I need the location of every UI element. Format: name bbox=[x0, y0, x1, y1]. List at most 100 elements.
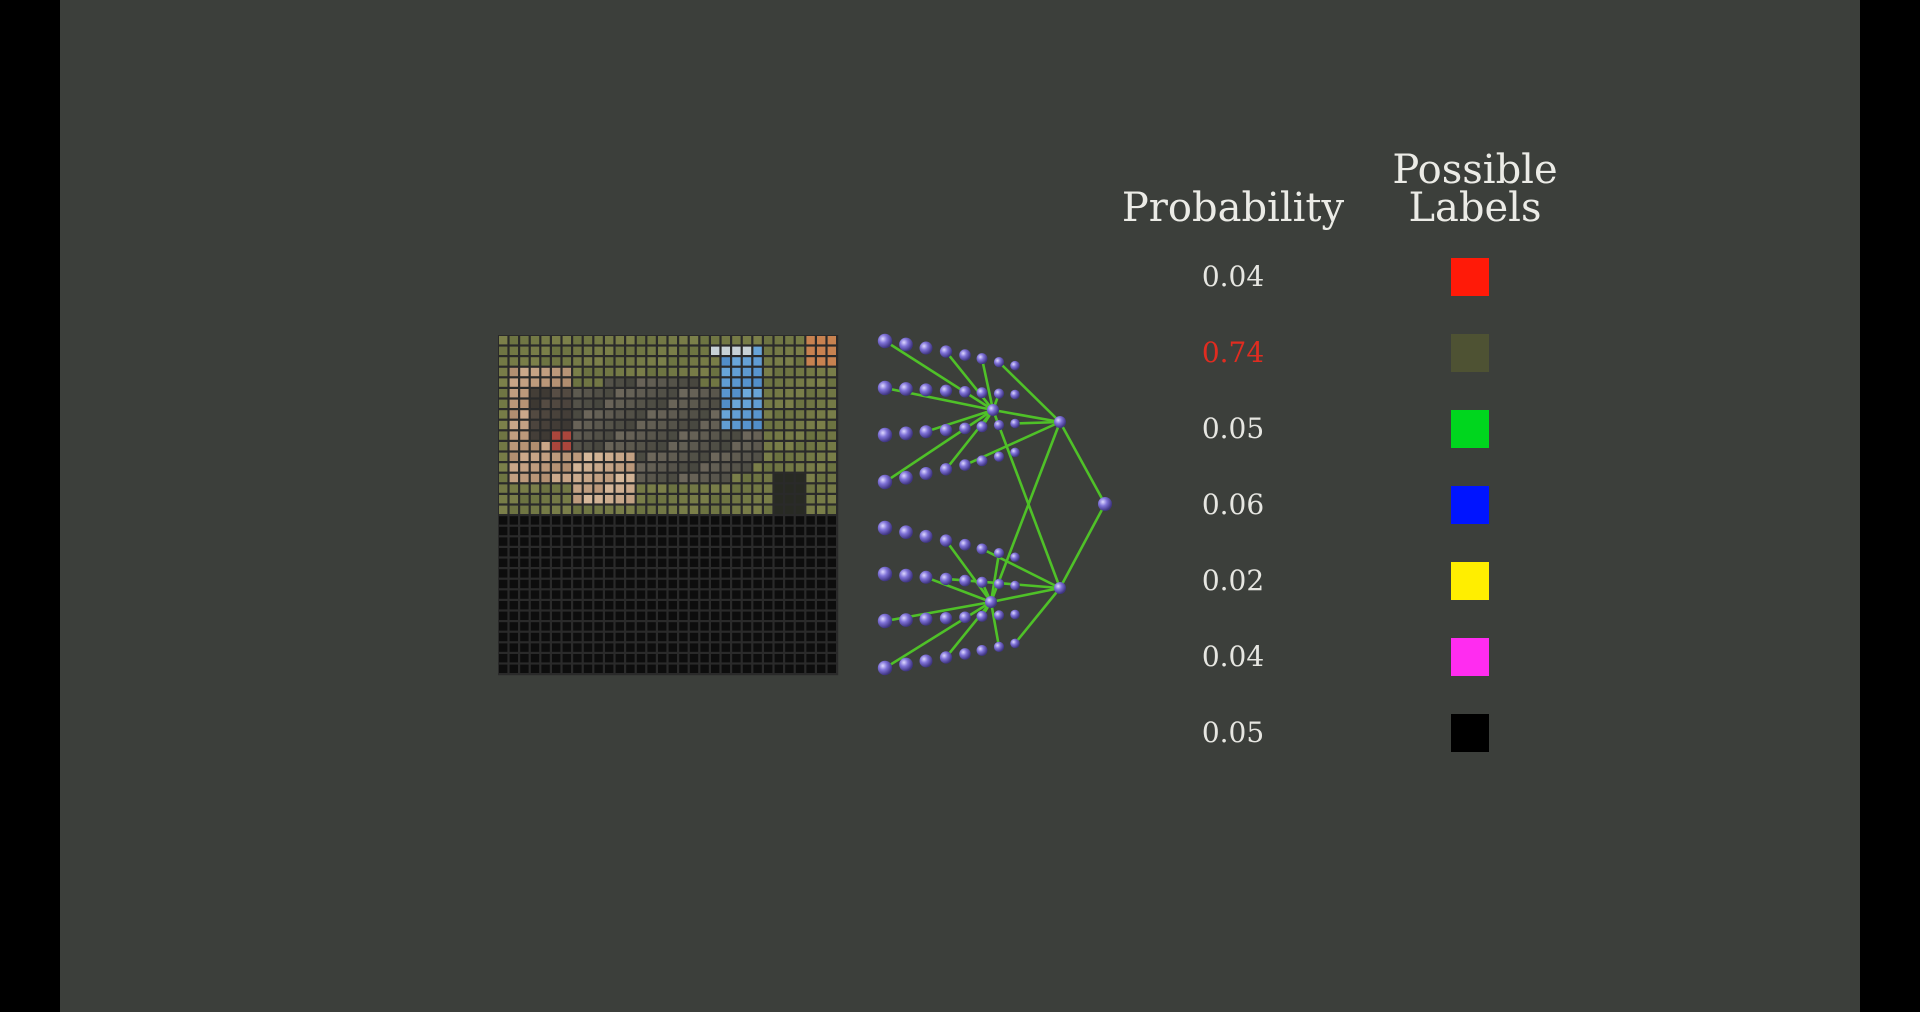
image-pixel bbox=[679, 442, 688, 451]
image-pixel bbox=[742, 579, 752, 589]
image-pixel bbox=[774, 336, 783, 345]
image-pixel bbox=[552, 526, 561, 536]
image-pixel bbox=[509, 484, 518, 493]
image-pixel bbox=[742, 346, 752, 355]
image-pixel bbox=[658, 590, 667, 599]
image-pixel bbox=[499, 601, 508, 610]
image-pixel bbox=[573, 336, 582, 345]
image-pixel bbox=[594, 410, 603, 419]
image-pixel bbox=[583, 579, 593, 589]
image-pixel bbox=[700, 654, 709, 663]
image-pixel bbox=[509, 473, 518, 483]
image-pixel bbox=[700, 601, 709, 610]
image-pixel bbox=[636, 367, 646, 377]
image-pixel bbox=[658, 654, 667, 663]
image-pixel bbox=[753, 378, 762, 387]
image-pixel bbox=[806, 569, 815, 578]
image-pixel bbox=[583, 558, 593, 567]
image-pixel bbox=[573, 569, 582, 578]
image-pixel bbox=[732, 590, 741, 599]
image-pixel bbox=[530, 336, 540, 345]
image-pixel bbox=[626, 632, 635, 642]
image-pixel bbox=[806, 495, 815, 504]
image-pixel bbox=[806, 590, 815, 599]
image-pixel bbox=[605, 601, 614, 610]
image-pixel bbox=[827, 463, 836, 472]
image-pixel bbox=[636, 484, 646, 493]
image-pixel bbox=[636, 654, 646, 663]
image-pixel bbox=[658, 537, 667, 546]
image-pixel bbox=[541, 442, 550, 451]
image-pixel bbox=[509, 442, 518, 451]
image-pixel bbox=[499, 442, 508, 451]
image-pixel bbox=[689, 611, 699, 620]
image-pixel bbox=[594, 484, 603, 493]
image-pixel bbox=[742, 632, 752, 642]
image-pixel bbox=[742, 505, 752, 514]
image-pixel bbox=[721, 357, 730, 366]
image-pixel bbox=[679, 473, 688, 483]
image-pixel bbox=[615, 558, 624, 567]
image-pixel bbox=[499, 622, 508, 631]
image-pixel bbox=[626, 357, 635, 366]
image-pixel bbox=[509, 526, 518, 536]
image-pixel bbox=[509, 569, 518, 578]
image-pixel bbox=[785, 442, 794, 451]
image-pixel bbox=[689, 463, 699, 472]
image-pixel bbox=[795, 611, 805, 620]
image-pixel bbox=[499, 484, 508, 493]
image-pixel bbox=[774, 442, 783, 451]
image-pixel bbox=[785, 632, 794, 642]
image-pixel bbox=[562, 367, 571, 377]
image-pixel bbox=[626, 526, 635, 536]
image-pixel bbox=[594, 357, 603, 366]
image-pixel bbox=[626, 664, 635, 673]
image-pixel bbox=[499, 590, 508, 599]
image-pixel bbox=[658, 505, 667, 514]
image-pixel bbox=[827, 336, 836, 345]
probability-value: 0.74 bbox=[1201, 336, 1265, 369]
image-pixel bbox=[689, 378, 699, 387]
image-pixel bbox=[541, 664, 550, 673]
image-pixel bbox=[552, 336, 561, 345]
image-pixel bbox=[626, 410, 635, 419]
image-pixel bbox=[700, 473, 709, 483]
image-pixel bbox=[520, 463, 529, 472]
image-pixel bbox=[711, 654, 720, 663]
image-pixel bbox=[700, 664, 709, 673]
image-pixel bbox=[774, 516, 783, 525]
image-pixel bbox=[626, 558, 635, 567]
image-pixel bbox=[764, 590, 773, 599]
image-pixel bbox=[711, 632, 720, 642]
image-pixel bbox=[541, 336, 550, 345]
image-pixel bbox=[668, 558, 677, 567]
probability-value: 0.04 bbox=[1201, 640, 1265, 673]
input-node bbox=[993, 451, 1005, 462]
image-pixel bbox=[615, 367, 624, 377]
image-pixel bbox=[732, 336, 741, 345]
image-pixel bbox=[806, 442, 815, 451]
image-pixel bbox=[615, 664, 624, 673]
image-pixel bbox=[795, 569, 805, 578]
image-pixel bbox=[806, 389, 815, 398]
image-pixel bbox=[541, 505, 550, 514]
image-pixel bbox=[541, 399, 550, 408]
image-pixel bbox=[647, 579, 656, 589]
image-pixel bbox=[711, 664, 720, 673]
image-pixel bbox=[573, 505, 582, 514]
image-pixel bbox=[509, 431, 518, 440]
image-pixel bbox=[711, 643, 720, 652]
input-node bbox=[919, 570, 933, 584]
image-pixel bbox=[583, 346, 593, 355]
image-pixel bbox=[647, 495, 656, 504]
image-pixel bbox=[541, 378, 550, 387]
image-pixel bbox=[668, 378, 677, 387]
image-pixel bbox=[615, 484, 624, 493]
input-node bbox=[976, 353, 988, 365]
image-pixel bbox=[679, 611, 688, 620]
image-pixel bbox=[721, 516, 730, 525]
image-pixel bbox=[711, 590, 720, 599]
image-pixel bbox=[668, 526, 677, 536]
image-pixel bbox=[647, 463, 656, 472]
image-pixel bbox=[742, 367, 752, 377]
